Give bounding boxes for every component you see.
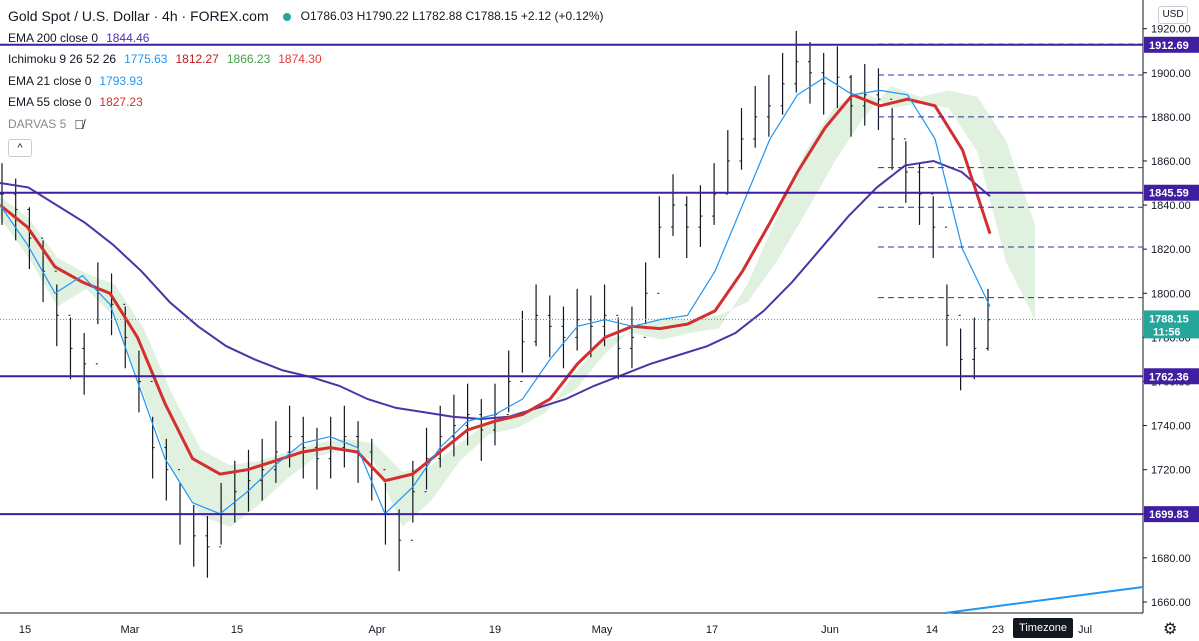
y-tick-label-14: 1660.00 (1151, 597, 1191, 609)
ema55-value: 1827.23 (99, 95, 143, 109)
level-tag-3: 1699.83 (1149, 509, 1189, 521)
y-tick-label-4: 1860.00 (1151, 156, 1191, 168)
ema21-label: EMA 21 close 0 (8, 73, 92, 88)
series-line-ema-21 (0, 76, 991, 515)
ohlc-values: O1786.03 H1790.22 L1782.88 C1788.15 +2.1… (300, 9, 604, 23)
ema200-value: 1844.46 (106, 30, 150, 45)
series-line-ema-200 (0, 159, 991, 421)
y-tick-label-11: 1720.00 (1151, 465, 1191, 477)
level-tag-bg-1 (1144, 184, 1199, 201)
ema55-label: EMA 55 close 0 (8, 95, 92, 109)
legend-ichimoku[interactable]: Ichimoku 9 26 52 26 1775.63 1812.27 1866… (8, 49, 604, 71)
ichimoku-span-a: 1866.23 (226, 52, 271, 66)
current-price-tag-bg (1144, 310, 1199, 339)
x-tick-label-1: Mar (121, 624, 140, 636)
x-tick-label-10: Jul (1078, 624, 1092, 636)
series-line-ema-55 (0, 93, 992, 483)
eye-hidden-icon[interactable]: 👁̸ (74, 116, 84, 132)
legend-symbol-row: Gold Spot / U.S. Dollar · 4h · FOREX.com… (8, 6, 604, 28)
legend-ema21[interactable]: EMA 21 close 0 1793.93 (8, 71, 604, 93)
x-tick-label-6: 17 (706, 624, 718, 636)
x-tick-label-0: 15 (19, 624, 31, 636)
level-tag-1: 1845.59 (1149, 188, 1189, 200)
y-tick-label-10: 1740.00 (1151, 421, 1191, 433)
level-tag-2: 1762.36 (1149, 371, 1189, 383)
y-tick-label-1: 1920.00 (1151, 24, 1191, 36)
chart-legend: Gold Spot / U.S. Dollar · 4h · FOREX.com… (8, 6, 604, 157)
countdown-label: 11:56 (1153, 326, 1181, 338)
timezone-button[interactable]: Timezone (1013, 618, 1073, 638)
x-tick-label-8: 14 (926, 624, 938, 636)
level-tag-0: 1912.69 (1149, 40, 1189, 52)
x-tick-label-3: Apr (368, 624, 385, 636)
ichimoku-conversion: 1775.63 (124, 52, 168, 66)
currency-button[interactable]: USD (1158, 6, 1188, 24)
x-tick-label-9: 23 (992, 624, 1004, 636)
ichimoku-label: Ichimoku 9 26 52 26 (8, 52, 117, 66)
symbol-title: Gold Spot / U.S. Dollar · 4h · FOREX.com (8, 8, 269, 24)
y-tick-label-13: 1680.00 (1151, 553, 1191, 565)
level-tag-bg-3 (1144, 506, 1199, 523)
ema200-label: EMA 200 close 0 (8, 30, 99, 45)
y-tick-label-7: 1800.00 (1151, 288, 1191, 300)
ichimoku-span-b: 1874.30 (278, 52, 322, 66)
ichimoku-base: 1812.27 (175, 52, 219, 66)
y-tick-label-3: 1880.00 (1151, 112, 1191, 124)
level-tag-bg-0 (1144, 36, 1199, 53)
y-tick-label-6: 1820.00 (1151, 244, 1191, 256)
level-tag-bg-2 (1144, 368, 1199, 385)
darvas-label: DARVAS 5 (8, 116, 67, 131)
legend-ema55[interactable]: EMA 55 close 0 1827.23 (8, 92, 604, 114)
legend-ema200[interactable]: EMA 200 close 0 1844.46 (8, 28, 604, 50)
y-tick-label-2: 1900.00 (1151, 68, 1191, 80)
legend-darvas[interactable]: DARVAS 5 👁̸ (8, 114, 604, 136)
market-status-icon (282, 12, 291, 21)
current-price-label: 1788.15 (1149, 313, 1189, 325)
ema21-value: 1793.93 (99, 73, 143, 88)
x-tick-label-7: Jun (821, 624, 839, 636)
gear-icon[interactable]: ⚙ (1163, 621, 1178, 638)
collapse-legend-button[interactable]: ^ (8, 139, 32, 157)
x-tick-label-4: 19 (489, 624, 501, 636)
x-tick-label-2: 15 (231, 624, 243, 636)
y-tick-label-5: 1840.00 (1151, 200, 1191, 212)
x-tick-label-5: May (592, 624, 613, 636)
trend-line (944, 586, 1144, 614)
